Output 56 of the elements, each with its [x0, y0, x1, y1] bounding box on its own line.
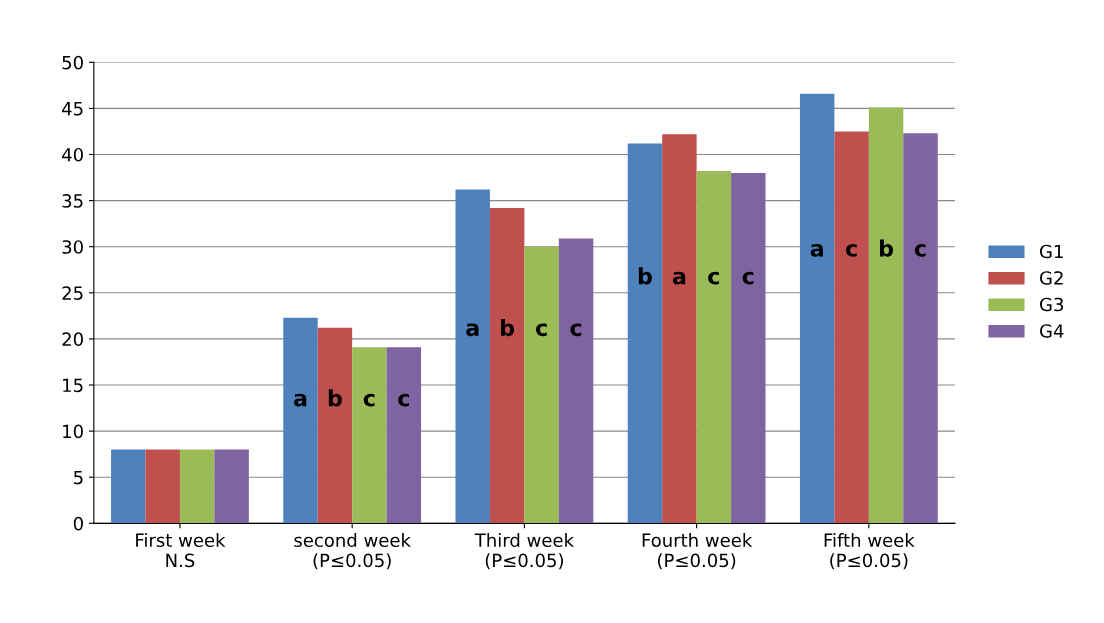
annotation: b	[879, 239, 894, 257]
annotation: a	[293, 393, 307, 407]
annotation: c	[398, 393, 409, 407]
y-tick-label: 40	[62, 147, 83, 162]
y-tick-label: 35	[62, 194, 83, 208]
annotation: c	[570, 323, 582, 337]
bar	[662, 134, 697, 524]
y-tick-label: 30	[62, 240, 83, 254]
x-tick-label: First week N.S	[136, 533, 226, 568]
bar	[283, 317, 318, 524]
annotation: a	[672, 271, 686, 285]
annotation: b	[501, 318, 515, 337]
legend-label: G4	[1040, 324, 1064, 338]
y-tick-label: 5	[74, 470, 83, 485]
annotation: c	[535, 323, 547, 337]
y-tick-label: 0	[73, 516, 83, 531]
annotation: a	[810, 243, 823, 257]
annotation: a	[466, 323, 479, 337]
bar	[903, 133, 938, 524]
bar	[524, 246, 559, 524]
bar	[834, 131, 869, 524]
bar	[111, 449, 146, 524]
y-tick-label: 20	[62, 332, 83, 347]
annotation: c	[708, 271, 719, 285]
annotation: b	[638, 267, 652, 285]
bar	[489, 207, 525, 524]
bar	[558, 238, 594, 524]
bar	[386, 347, 422, 524]
x-tick-label: Fourth week (P≤0.05)	[642, 533, 753, 570]
annotation: b	[328, 389, 342, 407]
bar	[317, 327, 353, 524]
bar	[799, 93, 835, 524]
bar	[731, 172, 766, 524]
annotation: c	[363, 393, 375, 407]
bar	[352, 347, 387, 524]
x-tick-label: Third week (P≤0.05)	[474, 533, 574, 570]
annotation: c	[845, 243, 857, 257]
bar	[214, 449, 249, 524]
bar	[145, 449, 180, 524]
annotation: c	[914, 243, 926, 257]
legend-label: G2	[1040, 271, 1063, 285]
y-tick-label: 25	[62, 286, 83, 300]
x-tick-label: Fifth week (P≤0.05)	[824, 533, 915, 570]
y-tick-label: 50	[62, 55, 83, 70]
y-tick-label: 45	[62, 102, 83, 116]
bar	[696, 171, 732, 524]
bar	[868, 107, 904, 524]
legend-label: G1	[1040, 244, 1063, 259]
bar	[627, 143, 663, 524]
annotation: c	[742, 271, 754, 285]
legend-label: G3	[1040, 297, 1064, 312]
bar	[179, 449, 215, 524]
y-tick-label: 15	[63, 378, 83, 393]
bar	[455, 189, 490, 524]
x-tick-label: second week (P≤0.05)	[294, 533, 411, 570]
y-tick-label: 10	[63, 424, 83, 439]
